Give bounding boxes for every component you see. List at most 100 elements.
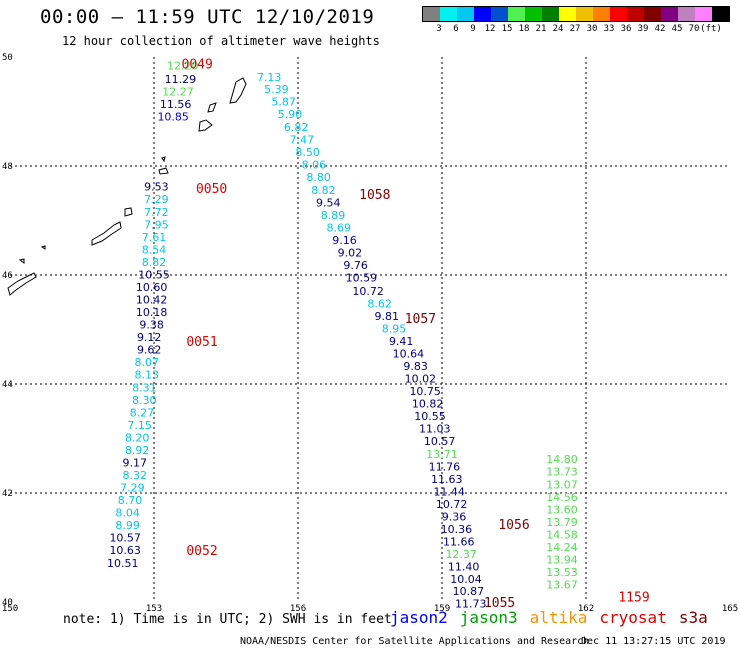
scale-swatch [610,7,627,21]
wave-height-value: 8.69 [327,222,352,235]
wave-height-value: 8.99 [115,519,140,532]
wave-height-value: 10.57 [109,532,141,545]
wave-height-value: 10.75 [409,385,441,398]
wave-height-value: 7.72 [144,206,169,219]
wave-height-value: 7.15 [127,419,152,432]
coastline-island-4 [161,156,166,163]
wave-height-value: 12.37 [445,548,477,561]
satellite-pass: 1055 [484,596,515,611]
wave-height-value: 10.04 [450,573,482,586]
wave-height-value: 10.63 [109,544,141,557]
pass-time-label: 0051 [186,335,217,350]
pass-time-label: 0052 [186,544,217,559]
lon-tick-label: 156 [290,604,306,614]
wave-height-value: 8.80 [306,171,331,184]
wave-height-value: 10.64 [393,347,425,360]
scale-label: 9 [470,24,476,34]
wave-height-value: 10.36 [441,523,473,536]
wave-height-value: 8.30 [132,394,157,407]
axis-labels: 150 153 156 159 162 165 50 48 46 44 42 40 [2,53,738,614]
wave-height-value: 10.82 [412,398,444,411]
pass-time-label: 0050 [196,182,227,197]
scale-label: 70 [688,24,700,34]
scale-swatch [525,7,542,21]
scale-label: 42 [654,24,666,34]
color-scale-labels: 3 6 9 12 15 18 21 24 27 30 33 36 39 42 45 70 (ft) [422,22,730,36]
satellite-pass: 9.537.297.727.957.618.548.8210.5510.6010… [132,181,227,395]
wave-height-value: 8.13 [135,369,160,382]
wave-height-value: 8.50 [295,146,320,159]
satellite-pass: 0051 [186,335,217,350]
pass-time-label: 1058 [359,188,390,203]
wave-height-value: 8.95 [382,322,407,335]
color-scale: 3 6 9 12 15 18 21 24 27 30 33 36 39 42 45 70 (ft) [422,6,730,36]
coastline-island-8 [40,245,46,250]
wave-height-value: 14.58 [546,528,578,541]
wave-height-value: 8.07 [135,356,160,369]
scale-swatch [576,7,593,21]
lat-tick-label: 40 [2,598,13,608]
pass-time-label: 1055 [484,596,515,611]
wave-height-value: 11.73 [455,598,487,611]
wave-height-value: 8.82 [311,184,336,197]
wave-height-value: 11.56 [160,98,192,111]
wave-height-value: 14.24 [546,541,578,554]
wave-height-value: 8.04 [115,507,140,520]
satellite-pass: 7.135.395.875.906.827.478.508.068.808.82… [257,71,391,298]
scale-swatch [695,7,712,21]
scale-swatch [508,7,525,21]
wave-height-value: 13.73 [546,466,578,479]
wave-height-value: 10.59 [346,272,378,285]
wave-height-value: 7.47 [290,133,315,146]
wave-height-value: 9.53 [144,181,169,194]
coastline-island-2 [207,102,217,113]
wave-height-value: 10.72 [436,498,468,511]
scale-swatch [627,7,644,21]
scale-swatch [559,7,576,21]
scale-swatch [440,7,457,21]
legend-entry-cryosat: cryosat [599,608,667,627]
wave-height-value: 13.94 [546,553,578,566]
wave-height-value: 13.53 [546,566,578,579]
pass-time-label: 1056 [498,518,529,533]
coastline [7,77,247,296]
wave-height-value: 7.61 [142,231,167,244]
scale-label: 33 [603,24,615,34]
satellite-legend: jason2 jason3 altika cryosat s3a [390,608,720,627]
credit-text: NOAA/NESDIS Center for Satellite Applica… [240,636,590,647]
wave-height-value: 10.55 [138,268,170,281]
wave-height-value: 9.36 [442,510,467,523]
scale-swatch [491,7,508,21]
wave-height-value: 9.02 [338,247,363,260]
lon-tick-label: 165 [722,604,738,614]
wave-height-value: 9.83 [403,360,428,373]
wave-height-value: 10.60 [136,281,168,294]
satellite-pass: 8.629.818.959.4110.649.8310.0210.7510.82… [367,297,477,561]
wave-height-value: 11.44 [433,485,465,498]
wave-height-value: 13.71 [426,448,458,461]
scale-label: 39 [637,24,649,34]
wave-height-value: 11.03 [419,423,451,436]
wave-height-value: 7.95 [144,218,169,231]
wave-height-value: 10.87 [453,585,485,598]
wave-height-value: 11.66 [443,536,475,549]
wave-height-value: 8.27 [130,406,155,419]
legend-entry-altika: altika [529,608,588,627]
scale-swatch [678,7,695,21]
footnote: note: 1) Time is in UTC; 2) SWH is in fe… [63,612,392,627]
wave-height-value: 9.41 [389,335,414,348]
wave-height-value: 8.54 [142,243,167,256]
wave-height-value: 8.20 [125,431,150,444]
wave-height-value: 11.29 [165,73,197,86]
scale-swatch [644,7,661,21]
scale-swatch [712,7,729,21]
wave-height-value: 11.40 [448,561,480,574]
wave-height-value: 13.79 [546,516,578,529]
coastline-island-6 [124,207,133,217]
wave-height-value: 5.39 [264,83,289,96]
legend-entry-s3a: s3a [678,608,708,627]
coastline-island-9 [18,258,25,264]
legend-entry-jason2: jason2 [390,608,448,627]
